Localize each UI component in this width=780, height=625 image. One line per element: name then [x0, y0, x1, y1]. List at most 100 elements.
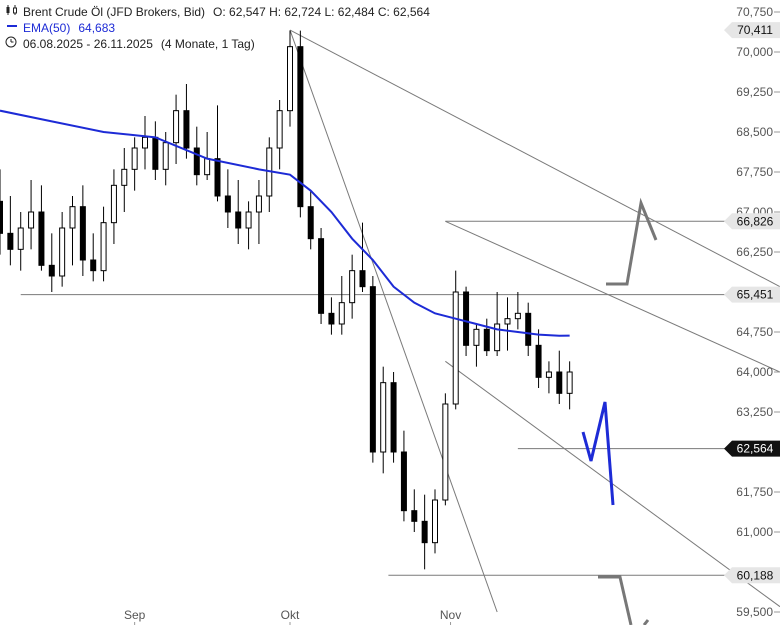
- candle-body: [255, 195, 262, 213]
- candle-body: [400, 451, 407, 512]
- ohlc-values: O: 62,547 H: 62,724 L: 62,484 C: 62,564: [213, 5, 430, 19]
- grey-projection-top: [606, 197, 658, 286]
- candle-body: [452, 291, 459, 405]
- price-tag-label: 70,411: [737, 23, 773, 37]
- x-tick-label: Nov: [440, 608, 461, 622]
- candle-body: [235, 211, 242, 229]
- candle-body: [328, 312, 335, 325]
- price-tag-label: 62,564: [737, 442, 774, 456]
- grey-projection-bottom: [598, 575, 633, 625]
- candle-body: [483, 328, 490, 352]
- candle-body: [287, 46, 293, 112]
- candle-body: [17, 227, 24, 250]
- candle-body: [7, 232, 14, 250]
- candle-body: [245, 211, 252, 229]
- blue-projection: [581, 401, 615, 506]
- instrument-name: Brent Crude Öl (JFD Brokers, Bid): [23, 5, 206, 19]
- ema-layer: [0, 109, 570, 337]
- candle-body: [318, 238, 325, 314]
- candle-body: [59, 227, 66, 277]
- time-axis: Sep Okt Nov: [124, 608, 461, 625]
- x-tick-label: Okt: [281, 608, 300, 622]
- price-tag-bg: [724, 213, 780, 230]
- candle-body: [545, 371, 552, 378]
- candle-body: [152, 136, 159, 170]
- candle-body: [69, 206, 76, 229]
- candle-body: [100, 222, 107, 272]
- y-tick-label: 69,250: [736, 85, 773, 99]
- candle-body: [276, 110, 283, 149]
- candle-body: [224, 195, 231, 213]
- ema-value: 64,683: [78, 21, 116, 35]
- candle-body: [566, 371, 573, 394]
- candle-body: [504, 318, 511, 325]
- y-tick-label: 63,250: [736, 405, 773, 419]
- y-tick-label: 64,000: [736, 365, 773, 379]
- candle-body: [28, 211, 35, 229]
- candle-body: [556, 371, 563, 394]
- candle-body: [110, 184, 117, 224]
- trend-line-4: [445, 220, 780, 373]
- candle-body: [131, 147, 138, 170]
- price-tag-label: 65,451: [737, 288, 774, 302]
- trend-line-0: [289, 29, 780, 288]
- candle-body: [173, 110, 180, 144]
- legend-date-row: 06.08.2025 - 26.11.2025 (4 Monate, 1 Tag…: [5, 36, 430, 52]
- y-tick-label: 64,750: [736, 325, 773, 339]
- candle-body: [79, 206, 86, 261]
- ema-label: EMA(50): [23, 21, 71, 35]
- grey-projection-bottom-tail: [642, 619, 650, 625]
- trend-lines-layer: [20, 29, 780, 613]
- price-tags: 70,411 66,826 65,451 62,564 60,188: [724, 22, 780, 584]
- candle-body: [525, 312, 532, 346]
- x-tick-label: Sep: [124, 608, 146, 622]
- candle-body: [494, 323, 501, 352]
- candle-body: [390, 382, 397, 453]
- price-tag-bg: [724, 440, 780, 457]
- candle-body: [193, 147, 200, 176]
- candle-body: [214, 158, 221, 197]
- legend-ema-row: EMA(50) 64,683: [5, 20, 430, 36]
- candle-body: [338, 302, 345, 325]
- candle-body: [369, 286, 376, 453]
- price-tag-bg: [724, 286, 780, 303]
- candle-body: [442, 403, 449, 501]
- candle-body: [0, 200, 3, 234]
- candle-body: [297, 46, 304, 208]
- candles-layer: [0, 30, 573, 570]
- y-tick-label: 70,000: [736, 45, 773, 59]
- candle-body: [380, 382, 387, 453]
- price-tag-label: 66,826: [737, 214, 774, 228]
- trend-line-1: [289, 29, 498, 613]
- candle-body: [473, 328, 480, 346]
- candle-body: [307, 206, 314, 240]
- candle-body: [432, 499, 438, 544]
- candlestick-icon: [5, 4, 19, 20]
- y-tick-label: 61,000: [736, 525, 773, 539]
- candle-body: [359, 270, 366, 288]
- y-tick-label: 66,250: [736, 245, 773, 259]
- legend-instrument-row: Brent Crude Öl (JFD Brokers, Bid) O: 62,…: [5, 4, 430, 20]
- candle-body: [463, 291, 470, 346]
- candle-body: [142, 136, 148, 149]
- y-tick-label: 70,750: [736, 5, 773, 19]
- date-range: 06.08.2025 - 26.11.2025: [23, 37, 153, 51]
- candle-body: [183, 110, 190, 149]
- price-axis: 70,75070,00069,25068,50067,75067,00066,2…: [736, 5, 780, 619]
- candle-body: [48, 264, 55, 277]
- period-label: (4 Monate, 1 Tag): [160, 37, 255, 51]
- price-tag-bg: [724, 567, 780, 584]
- candle-body: [535, 344, 542, 378]
- ema-line-icon: [5, 20, 19, 36]
- candle-body: [349, 270, 356, 304]
- candle-body: [121, 168, 128, 186]
- ema-line: [0, 109, 570, 337]
- price-tag-label: 60,188: [737, 568, 774, 582]
- y-tick-label: 67,750: [736, 165, 773, 179]
- candle-body: [204, 158, 211, 176]
- candle-body: [90, 259, 97, 272]
- y-tick-label: 61,750: [736, 485, 773, 499]
- chart-legend: Brent Crude Öl (JFD Brokers, Bid) O: 62,…: [5, 4, 430, 52]
- y-tick-label: 68,500: [736, 125, 773, 139]
